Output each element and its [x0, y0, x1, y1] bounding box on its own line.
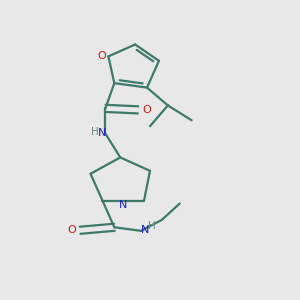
Text: O: O — [142, 105, 151, 115]
Text: O: O — [68, 225, 76, 235]
Text: N: N — [119, 200, 128, 210]
Text: H: H — [91, 128, 98, 137]
Text: N: N — [98, 128, 106, 138]
Text: N: N — [140, 225, 149, 235]
Text: O: O — [98, 51, 106, 62]
Text: H: H — [148, 221, 155, 231]
